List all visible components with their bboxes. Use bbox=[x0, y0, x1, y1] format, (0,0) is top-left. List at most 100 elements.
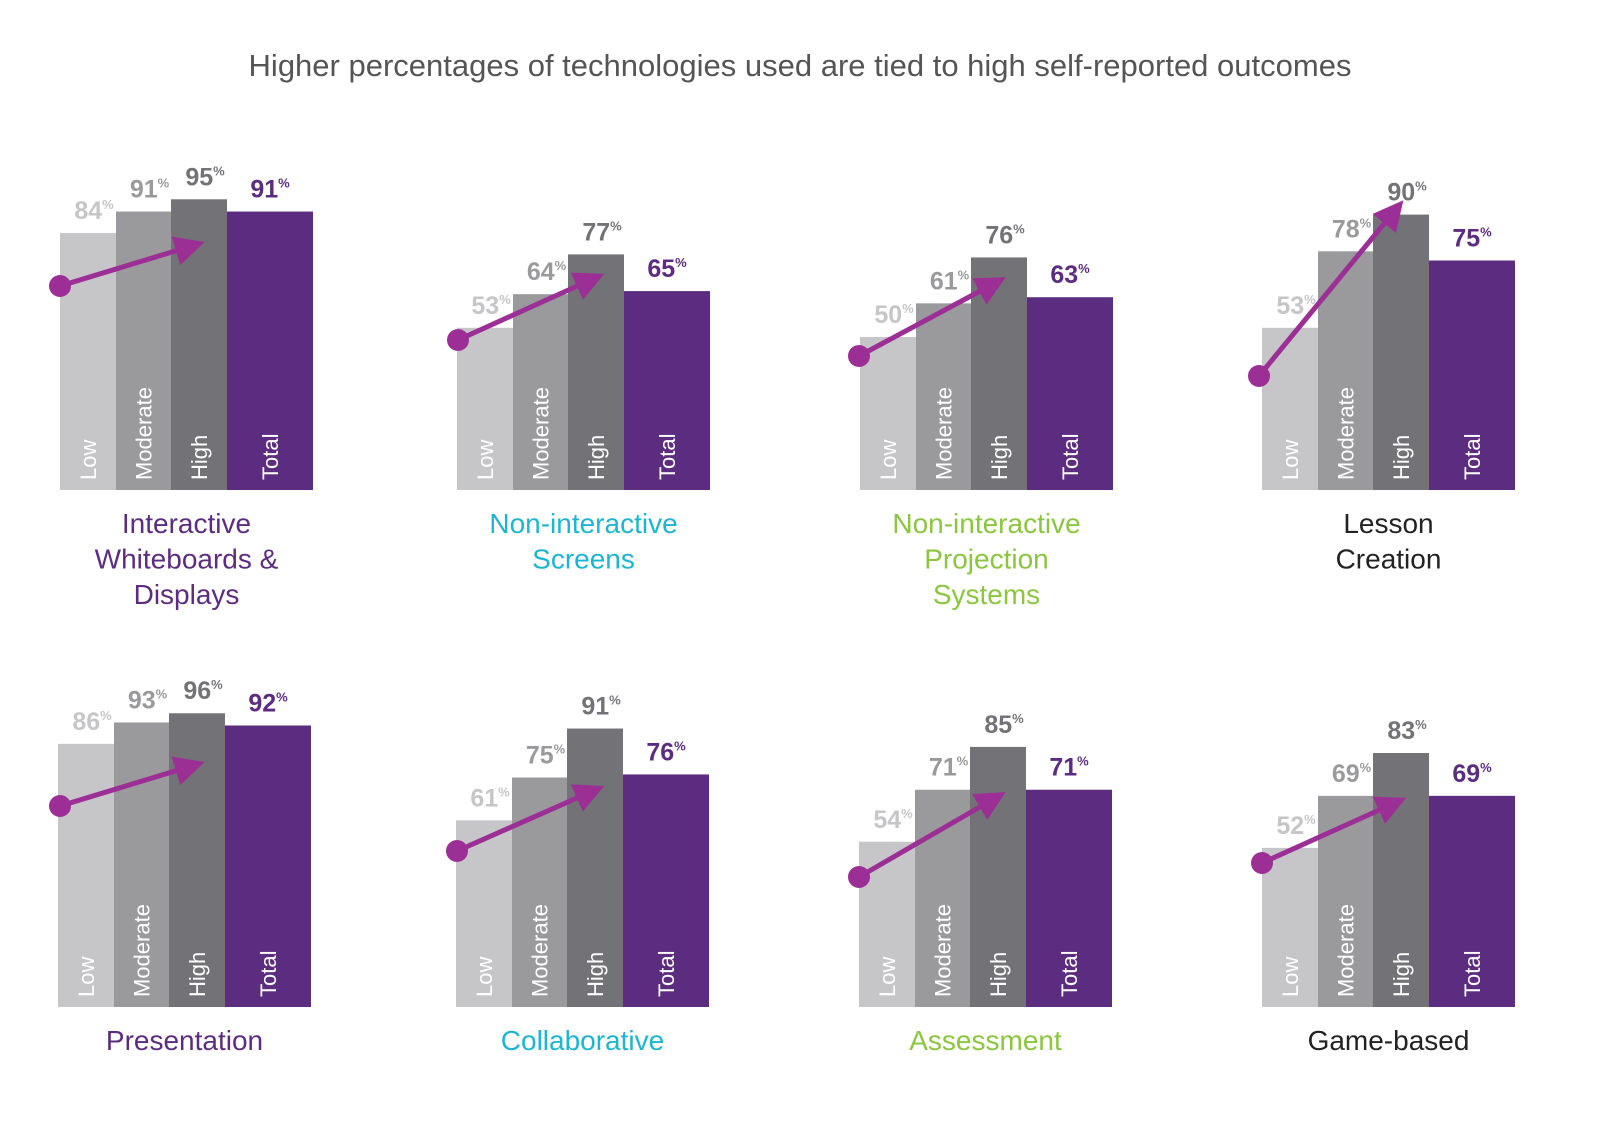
value-number: 52 bbox=[1276, 812, 1304, 840]
trend-arrow-icon bbox=[1260, 796, 1407, 866]
value-label-total: 91% bbox=[250, 176, 290, 204]
value-number: 53 bbox=[1276, 292, 1304, 320]
category-label-moderate: Moderate bbox=[1334, 904, 1359, 997]
category-label-moderate: Moderate bbox=[931, 904, 956, 997]
category-label-high: High bbox=[584, 435, 609, 480]
value-label-total: 63% bbox=[1050, 261, 1090, 289]
category-label-low: Low bbox=[875, 957, 900, 997]
category-label-moderate: Moderate bbox=[132, 387, 157, 480]
bar-low bbox=[860, 337, 916, 490]
percent-sign: % bbox=[610, 218, 622, 233]
bar-high bbox=[1373, 214, 1429, 490]
value-label-total: 75% bbox=[1452, 225, 1492, 253]
chart-title-line: Systems bbox=[933, 579, 1040, 610]
category-label-high: High bbox=[185, 952, 210, 997]
chart-3: Low 53% Moderate 78% High 90% Total 75% Lesson Cr… bbox=[1248, 179, 1515, 575]
category-label-high: High bbox=[986, 952, 1011, 997]
chart-title-line: Assessment bbox=[909, 1025, 1062, 1056]
category-label-moderate: Moderate bbox=[932, 387, 957, 480]
value-label-moderate: 93% bbox=[128, 686, 168, 714]
category-label-total: Total bbox=[655, 434, 680, 480]
percent-sign: % bbox=[156, 686, 168, 701]
category-label-high: High bbox=[987, 435, 1012, 480]
chart-7: Low 52% Moderate 69% High 83% Total 69% Game-bas… bbox=[1251, 717, 1515, 1056]
value-label-total: 71% bbox=[1049, 754, 1089, 782]
value-label-low: 53% bbox=[471, 292, 511, 320]
percent-sign: % bbox=[1013, 221, 1025, 236]
percent-sign: % bbox=[609, 693, 621, 708]
value-number: 91 bbox=[130, 176, 158, 204]
chart-title-line: Creation bbox=[1336, 544, 1442, 575]
value-label-total: 65% bbox=[647, 255, 687, 283]
value-label-low: 54% bbox=[873, 806, 913, 834]
category-label-total: Total bbox=[258, 434, 283, 480]
value-label-moderate: 69% bbox=[1332, 760, 1372, 788]
category-label-moderate: Moderate bbox=[528, 904, 553, 997]
chart-title-line: Whiteboards & bbox=[95, 544, 279, 575]
percent-sign: % bbox=[102, 197, 114, 212]
percent-sign: % bbox=[1012, 711, 1024, 726]
trend-arrow-icon bbox=[456, 272, 605, 343]
value-number: 69 bbox=[1332, 760, 1360, 788]
value-label-moderate: 64% bbox=[527, 258, 567, 286]
category-label-high: High bbox=[187, 435, 212, 480]
category-label-moderate: Moderate bbox=[130, 904, 155, 997]
bar-low bbox=[1262, 847, 1318, 1007]
value-label-high: 83% bbox=[1387, 717, 1427, 745]
category-label-low: Low bbox=[74, 957, 99, 997]
chart-title-line: Interactive bbox=[122, 508, 251, 539]
value-number: 71 bbox=[1049, 754, 1077, 782]
percent-sign: % bbox=[1304, 812, 1316, 827]
value-label-high: 90% bbox=[1387, 179, 1427, 207]
value-number: 71 bbox=[929, 754, 957, 782]
percent-sign: % bbox=[1304, 292, 1316, 307]
bar-high bbox=[970, 746, 1026, 1007]
value-number: 90 bbox=[1387, 179, 1415, 207]
trend-arrow-icon bbox=[857, 791, 1006, 880]
value-number: 61 bbox=[930, 267, 958, 295]
bar-total bbox=[225, 725, 311, 1007]
bar-total bbox=[1026, 789, 1112, 1007]
value-label-total: 69% bbox=[1452, 760, 1492, 788]
value-label-high: 76% bbox=[985, 221, 1025, 249]
chart-title-line: Screens bbox=[532, 544, 635, 575]
bar-moderate bbox=[513, 294, 568, 490]
value-label-total: 92% bbox=[248, 689, 288, 717]
value-label-high: 95% bbox=[185, 163, 225, 191]
percent-sign: % bbox=[278, 176, 290, 191]
category-label-low: Low bbox=[1278, 440, 1303, 480]
bar-high bbox=[1373, 753, 1429, 1007]
trend-start-dot bbox=[49, 275, 71, 297]
bar-low bbox=[457, 327, 513, 490]
chart-title-line: Presentation bbox=[106, 1025, 263, 1056]
value-number: 61 bbox=[470, 784, 498, 812]
percent-sign: % bbox=[902, 301, 914, 316]
value-number: 91 bbox=[250, 176, 278, 204]
percent-sign: % bbox=[555, 258, 567, 273]
bar-total bbox=[1027, 297, 1113, 490]
percent-sign: % bbox=[1415, 179, 1427, 194]
trend-arrow-icon bbox=[59, 756, 205, 809]
value-label-moderate: 78% bbox=[1332, 215, 1372, 243]
category-label-total: Total bbox=[256, 951, 281, 997]
value-label-moderate: 71% bbox=[929, 754, 969, 782]
chart-0: Low 84% Moderate 91% High 95% Total 91% Interact… bbox=[49, 163, 313, 610]
value-number: 69 bbox=[1452, 760, 1480, 788]
chart-title-line: Non-interactive bbox=[892, 508, 1080, 539]
chart-title-line: Non-interactive bbox=[489, 508, 677, 539]
value-number: 77 bbox=[582, 218, 610, 246]
bar-total bbox=[623, 774, 709, 1007]
value-number: 78 bbox=[1332, 215, 1360, 243]
percent-sign: % bbox=[1360, 760, 1372, 775]
bar-high bbox=[567, 728, 623, 1007]
chart-title-line: Projection bbox=[924, 544, 1049, 575]
trend-start-dot bbox=[1251, 852, 1273, 874]
percent-sign: % bbox=[674, 738, 686, 753]
value-number: 50 bbox=[874, 301, 902, 329]
trend-arrow-icon bbox=[59, 236, 205, 289]
percent-sign: % bbox=[1360, 215, 1372, 230]
value-label-moderate: 75% bbox=[526, 742, 566, 770]
trend-start-dot bbox=[446, 840, 468, 862]
percent-sign: % bbox=[211, 677, 223, 692]
